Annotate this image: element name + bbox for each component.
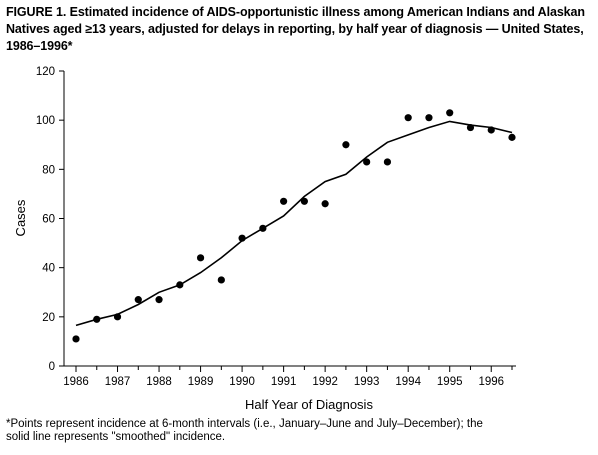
data-point xyxy=(259,224,267,232)
y-axis-title: Cases xyxy=(13,199,28,236)
figure-footnote: *Points represent incidence at 6-month i… xyxy=(6,418,483,443)
data-point xyxy=(280,197,288,205)
data-point xyxy=(446,109,454,117)
x-tick-label: 1995 xyxy=(437,376,463,388)
x-tick-label: 1990 xyxy=(229,376,255,388)
y-tick-label: 40 xyxy=(42,263,55,275)
x-tick-label: 1993 xyxy=(354,376,380,388)
data-point xyxy=(176,281,184,289)
x-tick-label: 1992 xyxy=(312,376,338,388)
data-point xyxy=(238,234,246,242)
data-point xyxy=(217,276,225,284)
data-point xyxy=(196,254,205,262)
y-tick-label: 20 xyxy=(42,312,55,324)
x-tick-label: 1994 xyxy=(395,376,421,388)
x-tick-label: 1991 xyxy=(271,376,297,388)
data-point xyxy=(155,296,163,304)
data-point xyxy=(466,123,475,132)
data-point xyxy=(383,158,392,166)
data-point xyxy=(113,313,122,321)
series-layer xyxy=(72,109,516,343)
x-tick-label: 1987 xyxy=(105,376,131,388)
y-tick-label: 100 xyxy=(36,115,55,127)
x-tick-label: 1986 xyxy=(63,376,89,388)
y-tick-label: 80 xyxy=(42,164,55,176)
smoothed-incidence-line xyxy=(75,120,513,327)
data-point xyxy=(321,200,329,208)
data-point xyxy=(508,133,516,141)
x-axis-title: Half Year of Diagnosis xyxy=(245,397,373,412)
y-tick-label: 120 xyxy=(36,66,55,78)
data-point xyxy=(363,158,371,166)
x-tick-label: 1996 xyxy=(478,376,504,388)
x-axis: 1986 1987 1988 1989 1990 1991 1992 1993 1994 1995… xyxy=(63,365,516,388)
data-point xyxy=(425,114,433,122)
data-point xyxy=(342,141,350,149)
y-tick-label: 60 xyxy=(42,214,55,226)
y-axis: 0 20 40 60 80 100 120 xyxy=(36,66,65,373)
y-tick-label: 0 xyxy=(49,361,55,373)
data-point xyxy=(134,296,142,304)
data-point xyxy=(487,126,495,134)
data-point xyxy=(93,315,101,323)
data-point xyxy=(404,114,412,122)
data-point xyxy=(72,335,80,343)
x-tick-label: 1989 xyxy=(188,376,214,388)
figure-title: FIGURE 1. Estimated incidence of AIDS-op… xyxy=(6,5,585,53)
data-point xyxy=(300,197,308,205)
x-tick-label: 1988 xyxy=(146,376,172,388)
